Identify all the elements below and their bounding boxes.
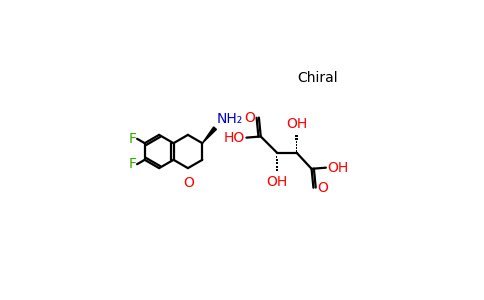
Polygon shape <box>202 127 216 143</box>
Text: HO: HO <box>224 130 245 145</box>
Text: OH: OH <box>286 117 307 131</box>
Text: O: O <box>183 176 195 190</box>
Text: OH: OH <box>327 161 348 175</box>
Text: F: F <box>128 132 136 146</box>
Text: O: O <box>244 110 256 124</box>
Text: NH₂: NH₂ <box>217 112 243 126</box>
Text: OH: OH <box>266 175 287 189</box>
Text: F: F <box>128 157 136 171</box>
Text: Chiral: Chiral <box>297 70 338 85</box>
Text: O: O <box>317 181 328 195</box>
